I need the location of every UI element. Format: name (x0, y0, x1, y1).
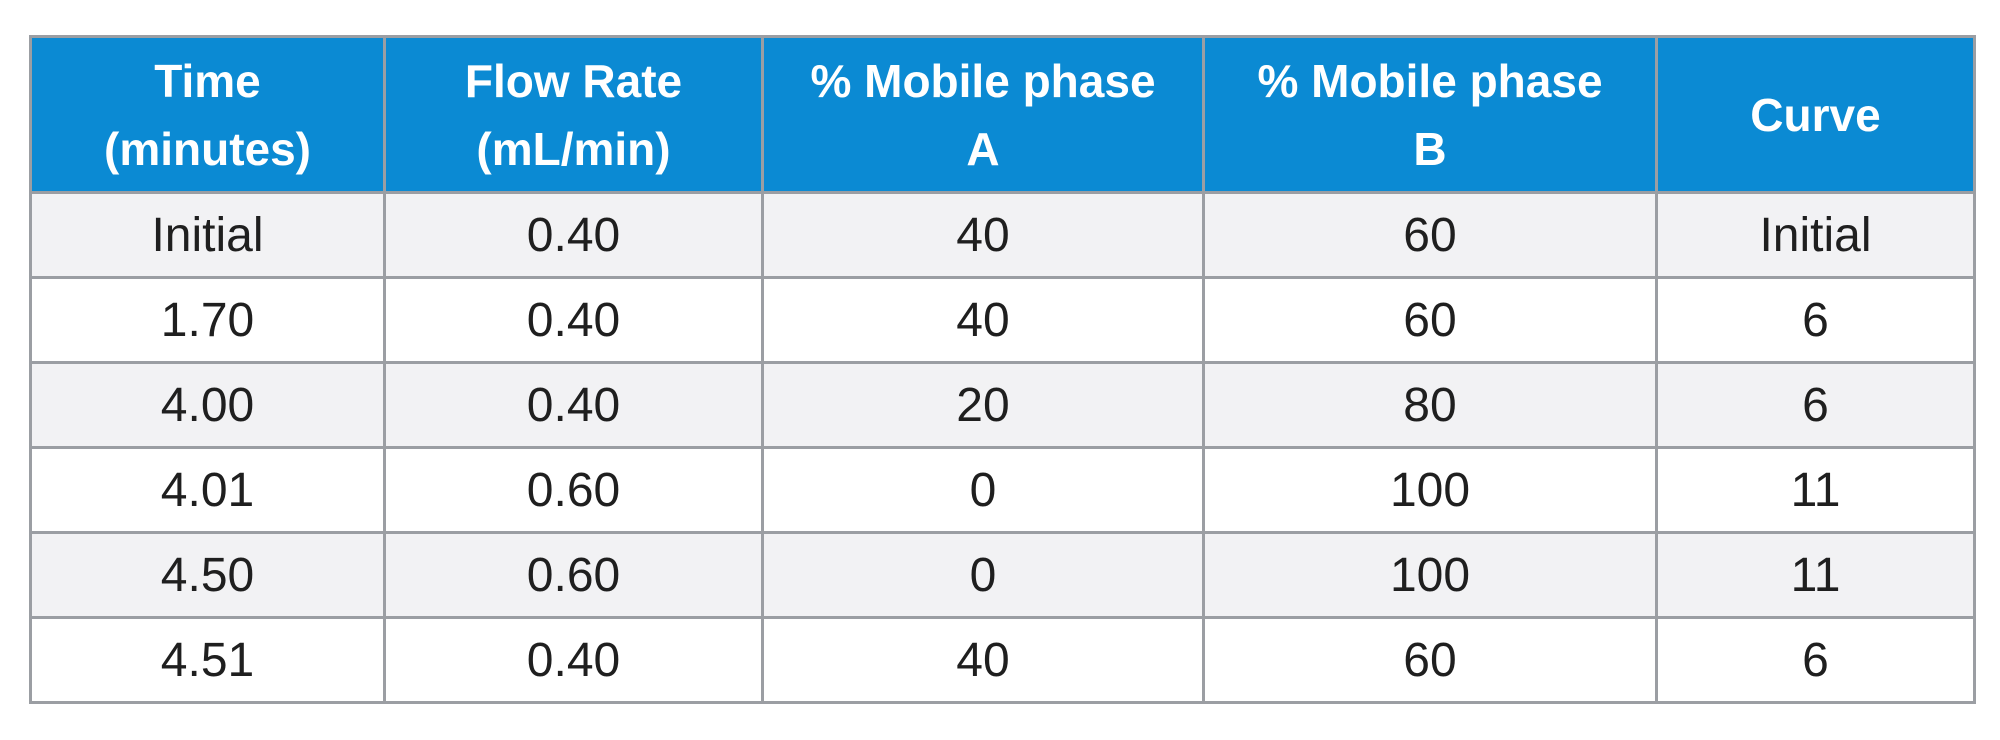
header-curve: Curve (1655, 35, 1976, 194)
header-flow-rate: Flow Rate (mL/min) (383, 35, 764, 194)
cell-curve: 11 (1655, 531, 1976, 619)
cell-mobile-phase-b: 60 (1202, 616, 1658, 704)
table-row: 4.51 0.40 40 60 6 (29, 616, 1976, 704)
cell-mobile-phase-a: 20 (761, 361, 1205, 449)
cell-curve: 6 (1655, 616, 1976, 704)
header-mobile-phase-b: % Mobile phase B (1202, 35, 1658, 194)
cell-mobile-phase-a: 0 (761, 446, 1205, 534)
table-row: 4.50 0.60 0 100 11 (29, 531, 1976, 619)
cell-flow-rate: 0.40 (383, 191, 764, 279)
cell-time: 4.50 (29, 531, 386, 619)
header-flow-rate-line2: (mL/min) (476, 122, 671, 175)
header-mobile-phase-b-line1: % Mobile phase (1257, 54, 1603, 107)
cell-mobile-phase-b: 60 (1202, 191, 1658, 279)
table-row: Initial 0.40 40 60 Initial (29, 191, 1976, 279)
cell-time: 4.01 (29, 446, 386, 534)
header-time: Time (minutes) (29, 35, 386, 194)
cell-time: 4.00 (29, 361, 386, 449)
cell-mobile-phase-a: 40 (761, 191, 1205, 279)
cell-flow-rate: 0.60 (383, 446, 764, 534)
table-row: 4.00 0.40 20 80 6 (29, 361, 1976, 449)
header-time-line1: Time (154, 54, 261, 107)
gradient-table-container: Time (minutes) Flow Rate (mL/min) % Mobi… (29, 35, 1976, 704)
cell-flow-rate: 0.40 (383, 361, 764, 449)
header-time-line2: (minutes) (104, 122, 311, 175)
cell-mobile-phase-a: 40 (761, 616, 1205, 704)
cell-curve: 6 (1655, 361, 1976, 449)
header-mobile-phase-a-line2: A (966, 122, 1000, 175)
cell-mobile-phase-b: 60 (1202, 276, 1658, 364)
table-row: 4.01 0.60 0 100 11 (29, 446, 1976, 534)
gradient-table: Time (minutes) Flow Rate (mL/min) % Mobi… (29, 35, 1976, 704)
cell-flow-rate: 0.60 (383, 531, 764, 619)
cell-time: Initial (29, 191, 386, 279)
cell-curve: 11 (1655, 446, 1976, 534)
header-mobile-phase-a: % Mobile phase A (761, 35, 1205, 194)
cell-mobile-phase-a: 40 (761, 276, 1205, 364)
cell-mobile-phase-b: 100 (1202, 531, 1658, 619)
cell-time: 4.51 (29, 616, 386, 704)
header-curve-line1: Curve (1750, 88, 1881, 141)
cell-flow-rate: 0.40 (383, 276, 764, 364)
header-mobile-phase-b-line2: B (1413, 122, 1447, 175)
header-flow-rate-line1: Flow Rate (464, 54, 683, 107)
table-header-row: Time (minutes) Flow Rate (mL/min) % Mobi… (29, 35, 1976, 194)
cell-mobile-phase-a: 0 (761, 531, 1205, 619)
cell-curve: 6 (1655, 276, 1976, 364)
cell-curve: Initial (1655, 191, 1976, 279)
cell-mobile-phase-b: 80 (1202, 361, 1658, 449)
cell-flow-rate: 0.40 (383, 616, 764, 704)
cell-mobile-phase-b: 100 (1202, 446, 1658, 534)
header-mobile-phase-a-line1: % Mobile phase (810, 54, 1156, 107)
table-row: 1.70 0.40 40 60 6 (29, 276, 1976, 364)
cell-time: 1.70 (29, 276, 386, 364)
